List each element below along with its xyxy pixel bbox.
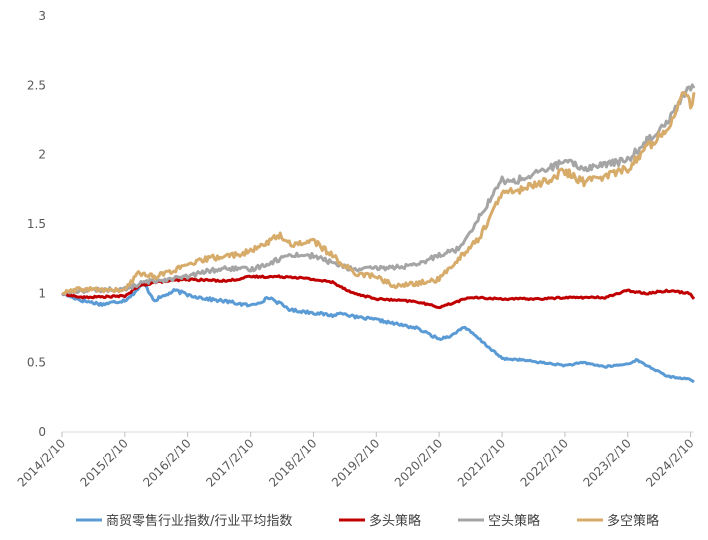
x-tick-label: 2018/2/10: [266, 436, 319, 489]
x-tick-label: 2016/2/10: [140, 436, 193, 489]
y-tick-label: 1.5: [27, 217, 46, 231]
legend-label-2: 空头策略: [488, 513, 540, 529]
x-tick-label: 2023/2/10: [580, 436, 633, 489]
y-axis-ticks: 0 0.5 1 1.5 2 2.5 3: [27, 9, 46, 439]
y-tick-label: 0.5: [27, 356, 46, 370]
x-axis-tick-labels: 2014/2/10 2015/2/10 2016/2/10 2017/2/10 2018…: [15, 436, 697, 489]
legend-label-1: 多头策略: [369, 513, 421, 529]
x-tick-label: 2019/2/10: [329, 436, 382, 489]
series-line-0: [60, 282, 695, 384]
x-tick-label: 2017/2/10: [203, 436, 256, 489]
x-tick-label: 2020/2/10: [392, 436, 445, 489]
legend: 商贸零售行业指数/行业平均指数 多头策略 空头策略 多空策略: [76, 513, 659, 529]
x-tick-label: 2024/2/10: [643, 436, 696, 489]
x-tick-label: 2022/2/10: [518, 436, 571, 489]
y-tick-label: 1: [38, 286, 46, 300]
x-axis-tick-marks: [61, 432, 692, 437]
series-line-2: [61, 83, 696, 296]
x-tick-label: 2014/2/10: [15, 436, 68, 489]
x-tick-label: 2021/2/10: [455, 436, 508, 489]
series-line-3: [61, 91, 696, 296]
y-tick-label: 0: [38, 425, 46, 439]
series-lines: [60, 83, 696, 384]
y-tick-label: 3: [38, 9, 46, 23]
y-tick-label: 2: [38, 148, 46, 162]
x-tick-label: 2015/2/10: [78, 436, 131, 489]
legend-label-3: 多空策略: [607, 513, 659, 529]
y-tick-label: 2.5: [27, 78, 46, 92]
legend-label-0: 商贸零售行业指数/行业平均指数: [106, 513, 292, 529]
